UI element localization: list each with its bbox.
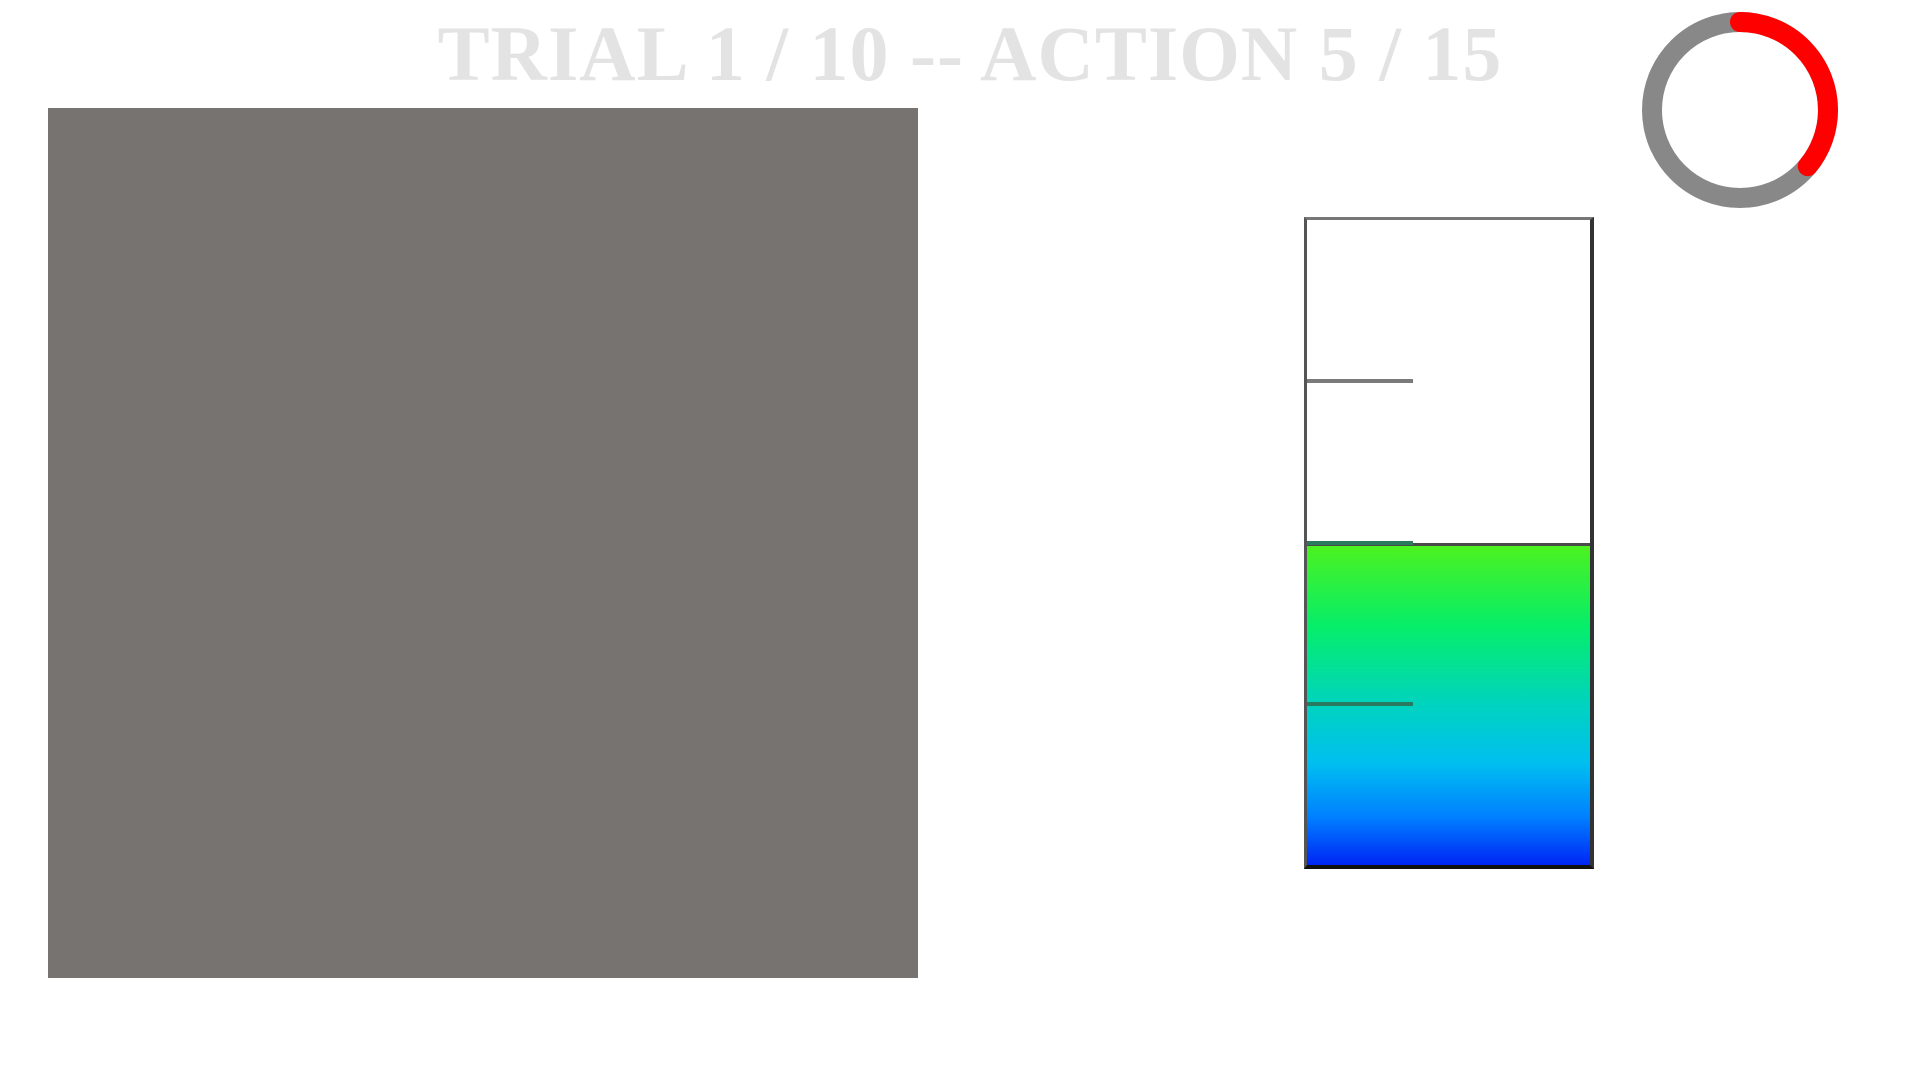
gauge-tick	[1307, 701, 1413, 706]
timer-ring-icon	[1642, 12, 1838, 208]
gauge-tick	[1307, 379, 1413, 384]
timer-progress-arc	[1642, 12, 1838, 208]
gauge-tick	[1307, 540, 1413, 545]
trial-action-counter: TRIAL 1 / 10 -- ACTION 5 / 15	[437, 10, 1503, 97]
countdown-timer	[1638, 8, 1842, 212]
stimulus-color-square	[48, 108, 918, 978]
level-gauge	[1304, 217, 1594, 869]
